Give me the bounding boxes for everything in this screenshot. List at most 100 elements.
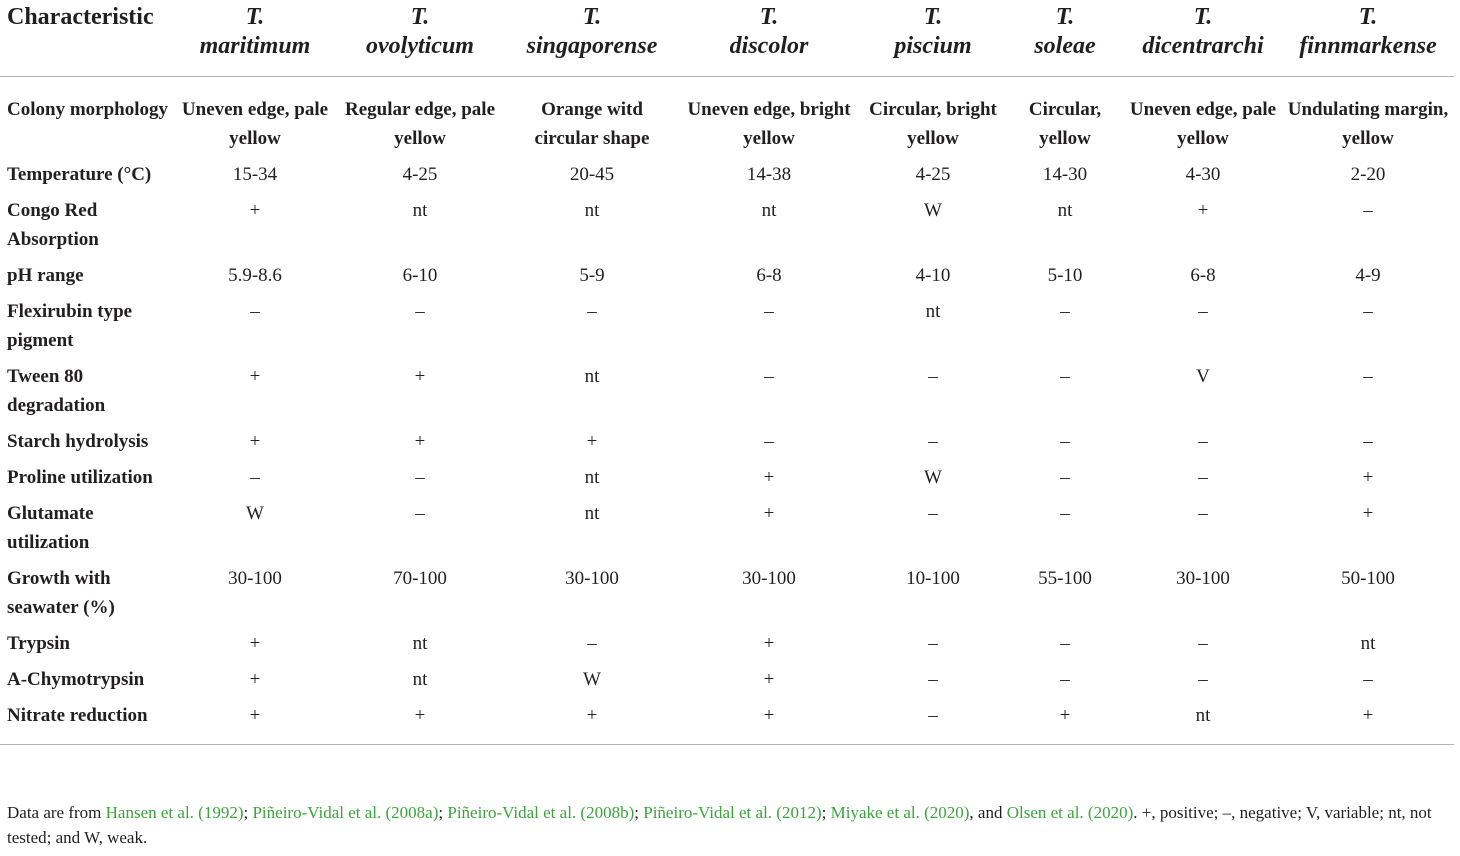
table-cell: 5-9 [579,265,605,286]
table-cell: – [415,301,425,322]
table-cell: – [1198,301,1208,322]
table-cell: – [1060,633,1070,654]
species-genus: T. [1055,4,1075,30]
row-label: Proline utilization [7,467,153,488]
species-genus: T. [759,4,779,30]
table-cell: – [1198,431,1208,452]
table-row: Nitrate reduction + + + + – + nt + [0,698,1454,745]
table-cell: 5-10 [1047,265,1083,286]
table-cell: + [1282,698,1454,745]
table-cell: – [928,431,938,452]
table-cell: + [1362,503,1374,524]
species-genus: T. [923,4,943,30]
table-cell: 4-10 [915,265,951,286]
table-cell: 20-45 [569,164,615,185]
table-cell: 14-38 [746,164,792,185]
table-cell: nt [1057,200,1073,221]
table-cell: nt [412,669,428,690]
table-cell: + [249,669,261,690]
footnote-separator: ; [821,803,831,822]
footnote-ref[interactable]: Piñeiro-Vidal et al. (2012) [643,803,822,822]
table-cell: – [928,366,938,387]
table-cell: 14-30 [1042,164,1088,185]
species-epithet: discolor [729,33,809,59]
table-cell: + [414,366,426,387]
header-species-finnmarkense: T. finnmarkense [1282,0,1454,77]
header-characteristic: Characteristic [0,0,176,77]
table-cell: nt [412,633,428,654]
table-row: Proline utilization – – nt + W – – + [0,460,1454,496]
header-species-soleae: T. soleae [1006,0,1124,77]
table-body: Colony morphology Uneven edge, pale yello… [0,77,1454,745]
table-row: Starch hydrolysis + + + – – – – – [0,424,1454,460]
table-cell: – [587,633,597,654]
table-cell: + [334,698,506,745]
table-cell: – [764,366,774,387]
header-species-dicentrarchi: T. dicentrarchi [1124,0,1282,77]
table-cell: 30-100 [228,568,282,589]
species-epithet: soleae [1034,33,1096,59]
header-species-discolor: T. discolor [678,0,860,77]
row-label: Flexirubin type pigment [7,301,133,351]
table-cell: 30-100 [742,568,796,589]
table-cell: Undulating margin, yellow [1287,99,1449,149]
species-epithet: dicentrarchi [1142,33,1264,59]
table-cell: – [860,698,1006,745]
table-cell: 55-100 [1038,568,1092,589]
row-label: Nitrate reduction [0,698,176,745]
table-cell: Circular, bright yellow [869,99,997,149]
table-cell: 6-8 [1190,265,1216,286]
table-cell: + [763,669,775,690]
table-cell: – [1060,366,1070,387]
table-cell: 70-100 [393,568,447,589]
table-cell: – [1060,503,1070,524]
footnote-ref[interactable]: Piñeiro-Vidal et al. (2008b) [447,803,635,822]
species-genus: T. [1193,4,1213,30]
species-genus: T. [1358,4,1378,30]
table-cell: + [176,698,334,745]
footnote-ref[interactable]: Miyake et al. (2020) [830,803,970,822]
table-cell: nt [1124,698,1282,745]
table-cell: – [1060,669,1070,690]
table-cell: – [1363,200,1373,221]
table-cell: nt [412,200,428,221]
table-cell: nt [584,503,600,524]
footnote-ref[interactable]: Piñeiro-Vidal et al. (2008a) [252,803,439,822]
row-label: Congo Red Absorption [7,200,99,250]
table-cell: nt [584,467,600,488]
table-cell: nt [1360,633,1376,654]
table-cell: 6-8 [756,265,782,286]
row-label: Starch hydrolysis [7,431,149,452]
table-cell: + [586,431,598,452]
table-cell: Uneven edge, bright yellow [687,99,851,149]
table-cell: 4-9 [1355,265,1381,286]
table-cell: – [1198,633,1208,654]
table-cell: + [506,698,678,745]
table-cell: 10-100 [906,568,960,589]
table-cell: – [928,669,938,690]
table-cell: + [414,431,426,452]
table-cell: + [763,503,775,524]
species-epithet: finnmarkense [1299,33,1437,59]
table-cell: Circular, yellow [1028,99,1102,149]
table-cell: 4-25 [915,164,951,185]
header-species-singaporense: T. singaporense [506,0,678,77]
footnote-ref[interactable]: Olsen et al. (2020) [1006,803,1134,822]
species-epithet: maritimum [199,33,311,59]
row-label: Colony morphology [7,99,168,120]
row-label: Growth with seawater (%) [7,568,115,618]
table-cell: – [764,431,774,452]
footnote-suffix: . +, positive; –, negative; V, variable;… [7,803,1432,847]
table-cell: 4-30 [1185,164,1221,185]
table-cell: – [1363,366,1373,387]
table-cell: – [1198,467,1208,488]
table-cell: – [764,301,774,322]
table-cell: – [587,301,597,322]
table-cell: + [1197,200,1209,221]
header-species-ovolyticum: T. ovolyticum [334,0,506,77]
footnote-ref[interactable]: Hansen et al. (1992) [105,803,244,822]
species-genus: T. [582,4,602,30]
table-cell: – [1198,503,1208,524]
table-cell: W [246,503,264,524]
